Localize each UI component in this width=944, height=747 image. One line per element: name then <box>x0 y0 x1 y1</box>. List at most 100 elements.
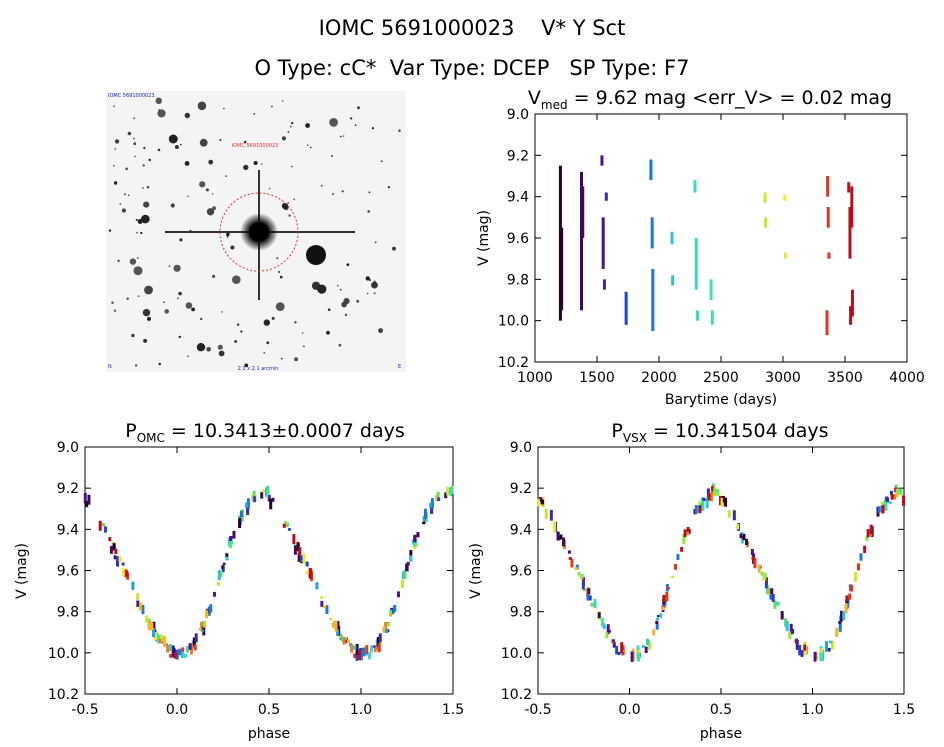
data-point <box>124 570 128 577</box>
data-point <box>636 645 640 655</box>
data-point <box>369 645 373 653</box>
data-point <box>706 488 710 498</box>
data-point <box>403 569 407 580</box>
data-point <box>435 494 439 502</box>
field-star <box>173 264 181 272</box>
data-point <box>719 495 723 506</box>
phase-vsx-title: PVSX = 10.341504 days <box>611 420 828 445</box>
data-point <box>422 516 426 524</box>
field-star <box>341 301 347 308</box>
data-point <box>608 630 612 633</box>
field-star <box>218 350 225 357</box>
lightcurve-title-rest: = 9.62 mag <err_V> = 0.02 mag <box>568 87 892 109</box>
data-point <box>829 640 833 644</box>
data-point <box>436 491 440 498</box>
data-point <box>695 310 699 321</box>
field-star <box>226 232 230 237</box>
y-tick-label: 9.6 <box>507 231 529 247</box>
field-star <box>303 345 305 348</box>
x-tick-label: 3500 <box>827 370 863 386</box>
finder-chart: IOMC 5691000023 IOMC 5691000023 2.1 x 2.… <box>106 91 406 372</box>
phase-vsx-ticks: -0.5 0.0 0.5 1.0 1.5 9.0 9.2 9.4 9.6 9.8 10.0 10.2 <box>501 440 915 718</box>
field-star <box>279 275 283 279</box>
field-star <box>223 107 225 110</box>
data-point <box>795 639 799 650</box>
data-point <box>820 652 824 662</box>
field-star <box>168 265 171 268</box>
field-star <box>392 246 396 251</box>
phase-omc-points <box>83 485 454 661</box>
field-star <box>113 165 115 167</box>
y-tick-label: 9.6 <box>510 564 532 580</box>
data-point <box>389 609 393 617</box>
field-star <box>243 164 249 171</box>
field-star <box>317 284 327 294</box>
data-point <box>245 503 249 508</box>
data-point <box>757 564 761 573</box>
data-point <box>863 545 867 554</box>
field-star <box>211 193 214 195</box>
field-star <box>133 117 135 120</box>
data-point <box>651 269 655 331</box>
field-star <box>380 160 383 163</box>
data-point <box>711 485 715 494</box>
y-tick-label: 10.2 <box>498 355 529 371</box>
x-tick-label: 2500 <box>703 370 739 386</box>
data-point <box>103 526 107 533</box>
data-point <box>230 541 234 545</box>
phase-omc-frame <box>84 446 454 695</box>
data-point <box>764 217 768 228</box>
x-tick-label: 0.5 <box>710 702 732 718</box>
field-star <box>200 317 203 321</box>
lightcurve-panel: Vmed = 9.62 mag <err_V> = 0.02 mag 1000 1… <box>476 87 925 408</box>
data-point <box>686 526 690 533</box>
field-star <box>199 138 208 147</box>
data-point <box>325 605 329 614</box>
field-star <box>240 330 243 333</box>
field-star <box>196 343 206 352</box>
data-point <box>889 490 893 496</box>
data-point <box>856 563 860 571</box>
field-star <box>342 135 345 137</box>
data-point <box>271 497 275 502</box>
data-point <box>835 627 839 637</box>
data-point <box>826 207 830 228</box>
data-point <box>544 508 548 520</box>
field-star <box>263 352 266 354</box>
data-point <box>212 591 216 597</box>
data-point <box>154 629 158 641</box>
data-point <box>386 622 390 627</box>
field-star <box>117 259 120 262</box>
data-point <box>253 496 257 503</box>
data-point <box>602 279 606 290</box>
data-point <box>597 612 601 619</box>
data-point <box>582 588 586 592</box>
y-tick-label: 10.0 <box>48 646 79 662</box>
data-point <box>169 653 173 658</box>
field-star <box>329 118 338 127</box>
field-star <box>302 332 304 334</box>
data-point <box>378 633 382 643</box>
data-point <box>671 575 675 578</box>
data-point <box>225 553 229 558</box>
lightcurve-ylabel: V (mag) <box>476 210 492 266</box>
data-point <box>581 186 585 238</box>
data-point <box>615 646 619 655</box>
field-star <box>306 144 309 146</box>
data-point <box>147 621 151 631</box>
data-point <box>112 543 116 551</box>
field-star <box>217 344 223 350</box>
data-point <box>644 646 648 653</box>
field-star <box>326 330 330 335</box>
data-point <box>87 494 91 505</box>
data-point <box>649 159 653 181</box>
data-point <box>587 588 591 595</box>
field-star <box>205 188 209 192</box>
field-star <box>147 316 151 321</box>
data-point <box>701 501 705 512</box>
data-point <box>116 557 120 567</box>
data-point <box>715 489 719 492</box>
field-star <box>350 117 353 120</box>
data-point <box>750 548 754 556</box>
field-star <box>144 285 153 295</box>
